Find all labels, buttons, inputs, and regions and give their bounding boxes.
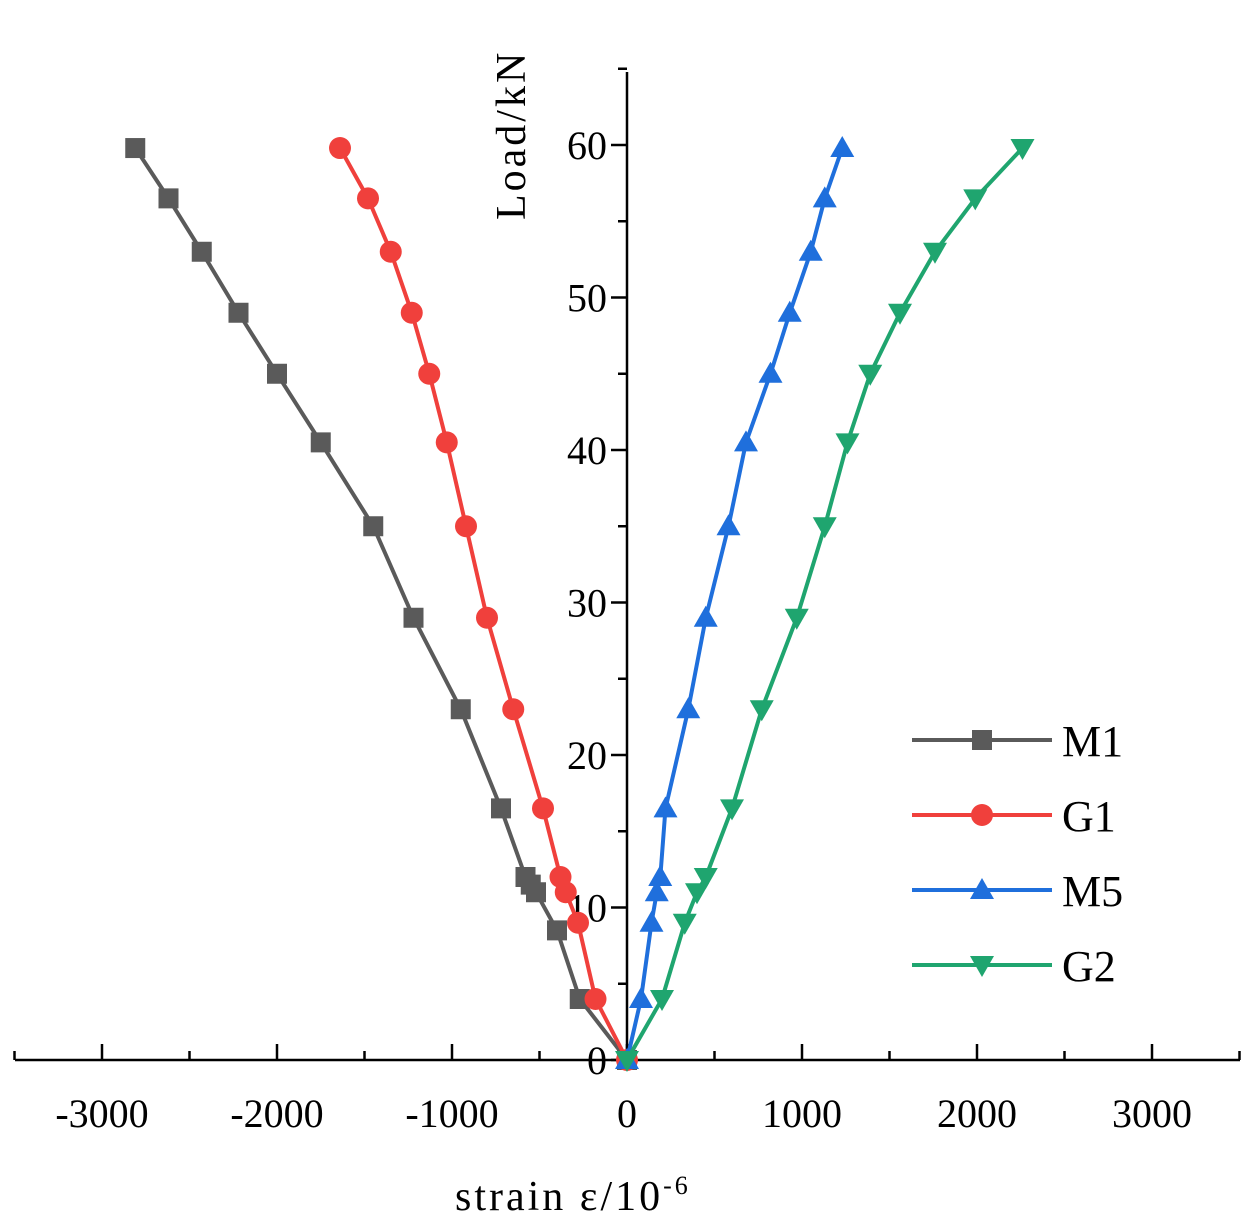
data-point-g2 — [693, 868, 718, 889]
data-point-g1 — [502, 698, 525, 721]
legend-marker — [972, 730, 992, 750]
data-point-m1 — [267, 363, 287, 384]
data-point-g2 — [888, 303, 912, 325]
data-point-g1 — [532, 797, 554, 820]
data-point-g1 — [379, 240, 402, 263]
series-line-m5 — [625, 147, 845, 1061]
legend-label: G1 — [1062, 792, 1116, 841]
legend-label: M5 — [1062, 867, 1123, 916]
data-point-g2 — [685, 883, 709, 905]
y-tick-label: 20 — [567, 733, 607, 778]
x-tick-label: 1000 — [762, 1091, 842, 1136]
data-point-m5 — [734, 430, 758, 452]
y-axis-title: Load/kN — [489, 50, 535, 220]
series-line-m1 — [133, 146, 629, 1062]
data-point-m5 — [639, 910, 664, 932]
data-point-g1 — [435, 431, 458, 454]
series-g1 — [329, 137, 638, 1071]
data-point-m5 — [676, 697, 701, 719]
x-axis-title-main: strain ε/10 — [455, 1174, 663, 1220]
x-axis-title-superscript: -6 — [663, 1171, 691, 1200]
y-tick-label: 40 — [567, 428, 607, 473]
data-point-m1 — [515, 867, 536, 887]
axes: -3000 -2000 -1000 0 1000 2000 3000010203040506… — [13, 67, 1241, 1136]
data-point-m5 — [653, 796, 678, 818]
data-point-g2 — [650, 990, 674, 1011]
legend: M1 G1 M5 G2 — [912, 717, 1123, 991]
legend-label: G2 — [1062, 942, 1116, 991]
series-g2 — [615, 139, 1035, 1072]
data-point-m5 — [798, 239, 823, 261]
data-point-g1 — [584, 988, 607, 1010]
data-point-g1 — [357, 187, 379, 210]
legend-item-m5: M5 — [912, 867, 1123, 916]
series-layer — [125, 136, 1035, 1072]
data-point-m1 — [403, 607, 424, 628]
data-point-m5 — [644, 880, 669, 902]
data-point-m5 — [812, 186, 837, 208]
data-point-g2 — [963, 189, 988, 211]
series-m5 — [615, 136, 855, 1069]
legend-marker — [970, 956, 994, 977]
data-point-m1 — [228, 302, 249, 323]
data-point-m5 — [758, 361, 783, 383]
data-point-g2 — [812, 517, 837, 539]
x-tick-label: -3000 — [55, 1091, 148, 1136]
data-point-g2 — [749, 700, 774, 722]
data-point-g2 — [835, 433, 860, 455]
legend-item-g1: G1 — [912, 792, 1116, 841]
legend-marker — [971, 804, 993, 826]
legend-item-m1: M1 — [912, 717, 1123, 766]
data-point-m5 — [716, 514, 741, 536]
data-point-m1 — [547, 920, 567, 941]
y-tick-label: 50 — [567, 276, 607, 321]
data-point-m5 — [648, 865, 673, 886]
data-point-g2 — [672, 913, 697, 935]
data-point-g1 — [400, 301, 423, 324]
data-point-m1 — [450, 699, 471, 720]
x-axis-title: strain ε/10-6 — [455, 1171, 691, 1220]
data-point-m5 — [693, 605, 718, 627]
x-tick-label: 3000 — [1112, 1091, 1192, 1136]
y-tick-label: 60 — [567, 123, 607, 168]
data-point-g1 — [476, 606, 498, 629]
data-point-g2 — [858, 364, 883, 386]
data-point-g1 — [567, 911, 589, 934]
data-point-g2 — [1010, 139, 1035, 161]
y-tick-label: 0 — [587, 1038, 607, 1083]
data-point-m1 — [158, 188, 179, 209]
data-point-m5 — [830, 136, 855, 158]
data-point-m1 — [310, 432, 331, 453]
data-point-g2 — [784, 608, 809, 630]
data-point-m1 — [363, 516, 384, 537]
data-point-g1 — [418, 362, 441, 385]
data-point-g1 — [455, 515, 477, 538]
series-m1 — [125, 138, 637, 1070]
data-point-m5 — [629, 987, 653, 1008]
legend-item-g2: G2 — [912, 942, 1116, 991]
data-point-g2 — [615, 1051, 639, 1072]
x-tick-label: 0 — [617, 1091, 637, 1136]
data-point-g1 — [549, 866, 572, 888]
data-point-g2 — [720, 799, 744, 821]
data-point-g1 — [329, 137, 351, 160]
x-tick-label: -2000 — [230, 1091, 323, 1136]
data-point-m1 — [191, 241, 212, 262]
data-point-m1 — [491, 798, 511, 819]
data-point-m1 — [569, 989, 590, 1009]
legend-marker — [970, 878, 994, 899]
x-tick-label: 2000 — [937, 1091, 1017, 1136]
y-tick-label: 30 — [567, 581, 607, 626]
data-point-m1 — [125, 138, 146, 159]
data-point-g2 — [923, 242, 947, 264]
x-tick-label: -1000 — [405, 1091, 498, 1136]
legend-label: M1 — [1062, 717, 1123, 766]
data-point-m5 — [777, 300, 802, 322]
